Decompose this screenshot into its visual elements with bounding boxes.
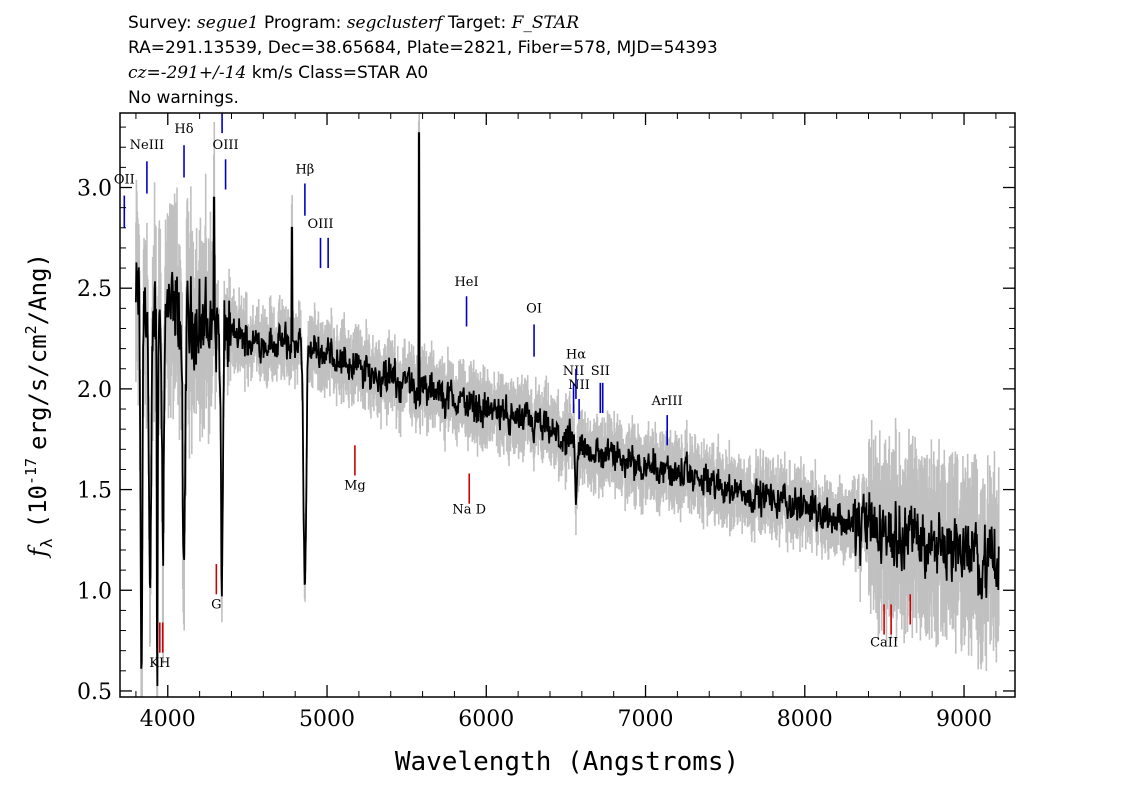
x-tick-label: 7000: [618, 707, 674, 732]
y-axis-label-rest: (10: [24, 485, 52, 528]
emission-label: Hα: [566, 348, 586, 363]
y-axis-label-sq: 2: [22, 325, 40, 334]
y-tick-label: 0.5: [77, 680, 112, 705]
flux-series: [135, 132, 1000, 687]
emission-label: OIII: [307, 217, 333, 232]
header-line-3: cz=-291+/-14 km/s Class=STAR A0: [128, 63, 428, 83]
emission-label: NII: [568, 378, 590, 393]
target-label: Target:: [447, 13, 507, 33]
absorption-label: KH: [149, 656, 170, 671]
x-tick-label: 9000: [936, 707, 992, 732]
y-axis-label-unit: erg/s/cm: [24, 334, 52, 450]
flux-line: [135, 132, 1000, 687]
cz-unit: km/s Class=STAR A0: [251, 63, 429, 83]
x-tick-label: 4000: [140, 707, 196, 732]
header-line-1: Survey: segue1 Program: segclusterf Targ…: [128, 13, 579, 33]
cz-value: -291+/-14: [160, 63, 247, 83]
x-tick-label: 6000: [458, 707, 514, 732]
header-line-2: RA=291.13539, Dec=38.65684, Plate=2821, …: [128, 38, 718, 58]
program-label: Program:: [263, 13, 342, 33]
absorption-label: Mg: [344, 479, 366, 494]
line-markers: OIINeIIIHδOIIIHβOIIIHeIOINIIHαNIISIIArII…: [114, 113, 912, 671]
y-tick-label: 2.0: [77, 378, 112, 403]
survey-value: segue1: [197, 13, 259, 33]
y-axis-label-exp: -17: [22, 458, 40, 485]
y-tick-label: 2.5: [77, 277, 112, 302]
x-axis-label: Wavelength (Angstroms): [395, 747, 739, 777]
y-tick-label: 1.5: [77, 479, 112, 504]
target-value: F_STAR: [511, 13, 580, 33]
emission-label: ArIII: [651, 394, 683, 409]
survey-label: Survey:: [128, 13, 192, 33]
absorption-label: Na D: [452, 503, 486, 518]
cz-label: cz=: [128, 63, 161, 83]
y-tick-label: 1.0: [77, 579, 112, 604]
emission-label: OII: [114, 172, 135, 187]
plot-frame: [119, 112, 1016, 698]
emission-label: NII: [563, 364, 585, 379]
absorption-label: CaII: [870, 636, 898, 651]
header-line-4: No warnings.: [128, 88, 239, 108]
emission-label: Hβ: [295, 162, 314, 177]
x-tick-label: 8000: [777, 707, 833, 732]
x-tick-label: 5000: [299, 707, 355, 732]
emission-label: OIII: [213, 138, 239, 153]
program-value: segclusterf: [346, 13, 443, 33]
y-axis-label-tail: /Ang): [24, 253, 52, 325]
axis-ticks: 4000 5000 6000 7000 8000 9000 0.5 1.0 1.5 2.0 2.5 3…: [77, 113, 1015, 732]
y-axis-label-sub: λ: [37, 538, 56, 548]
absorption-label: G: [211, 597, 221, 612]
emission-label: NeIII: [130, 138, 164, 153]
emission-label: HeI: [454, 275, 478, 290]
y-tick-label: 3.0: [77, 177, 112, 202]
emission-label: OI: [526, 301, 542, 316]
emission-label: SII: [591, 364, 610, 379]
y-axis-label: fλ(10-17erg/s/cm2/Ang): [22, 253, 56, 559]
emission-label: Hδ: [174, 122, 193, 137]
